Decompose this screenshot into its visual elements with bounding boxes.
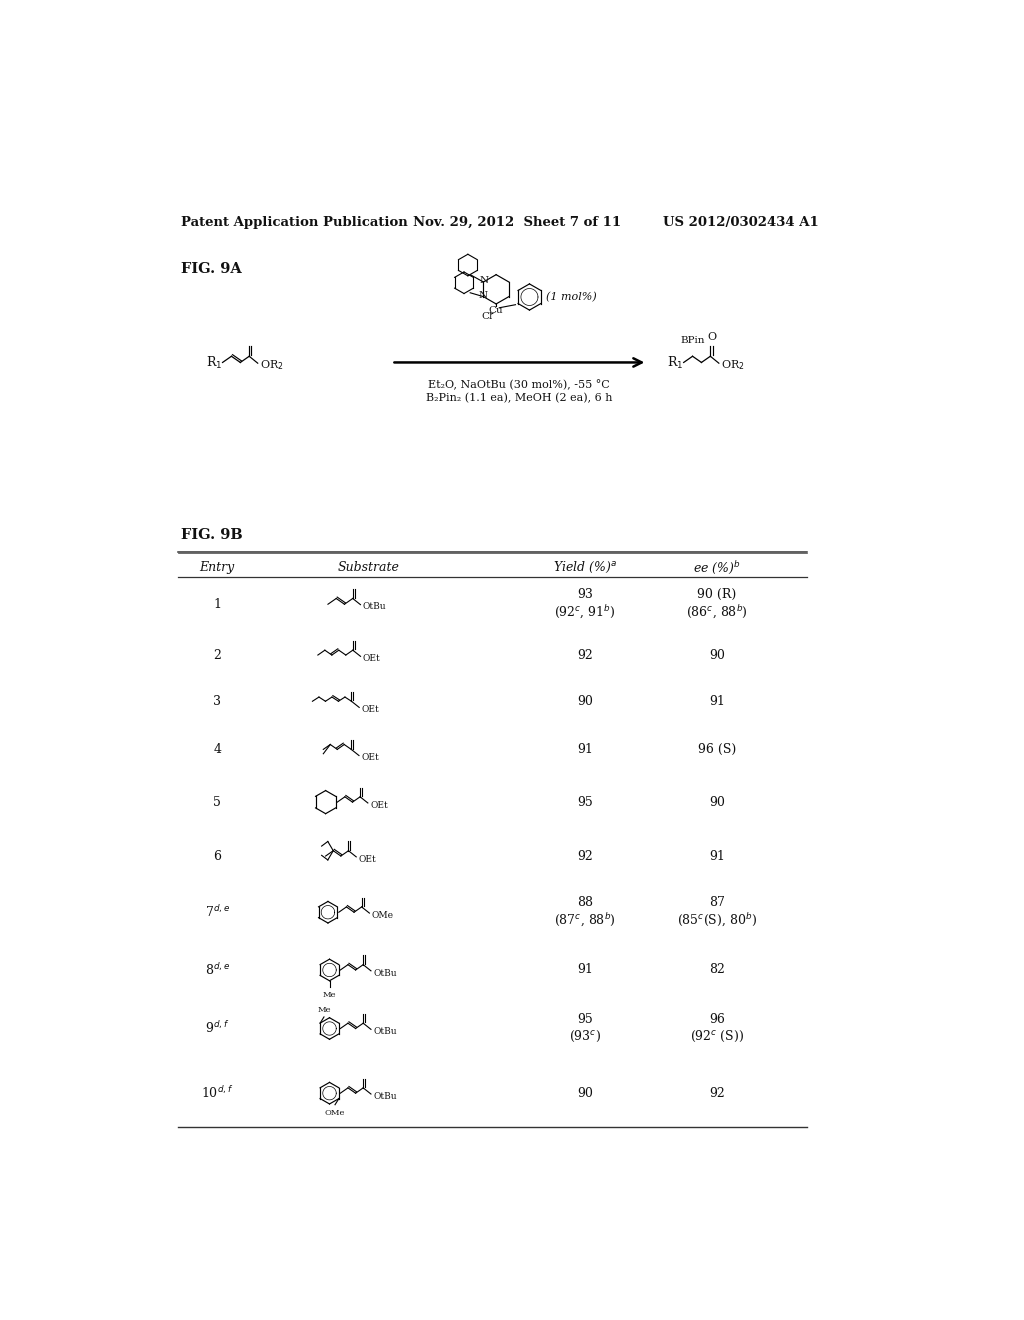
Text: Entry: Entry: [200, 561, 234, 574]
Text: N: N: [478, 290, 487, 300]
Text: 95
(93$^c$): 95 (93$^c$): [569, 1014, 601, 1044]
Text: Me: Me: [323, 991, 336, 999]
Text: 87
(85$^c$(S), 80$^b$): 87 (85$^c$(S), 80$^b$): [677, 896, 757, 929]
Text: OEt: OEt: [362, 655, 381, 663]
Text: OEt: OEt: [358, 854, 376, 863]
Text: 90 (R)
(86$^c$, 88$^b$): 90 (R) (86$^c$, 88$^b$): [686, 587, 748, 620]
Text: 8$^{d,e}$: 8$^{d,e}$: [205, 962, 229, 978]
Text: 91: 91: [578, 964, 593, 977]
Text: OEt: OEt: [361, 705, 379, 714]
Text: OMe: OMe: [325, 1109, 345, 1117]
Text: 92: 92: [710, 1086, 725, 1100]
Text: 91: 91: [578, 743, 593, 756]
Text: 90: 90: [709, 648, 725, 661]
Text: R$_1$: R$_1$: [667, 354, 683, 371]
Text: 9$^{d,f}$: 9$^{d,f}$: [205, 1020, 229, 1036]
Text: 10$^{d,f}$: 10$^{d,f}$: [201, 1085, 233, 1101]
Text: (1 mol%): (1 mol%): [547, 292, 597, 302]
Text: FIG. 9B: FIG. 9B: [180, 528, 243, 543]
Text: R$_1$: R$_1$: [206, 354, 222, 371]
Text: 2: 2: [213, 648, 221, 661]
Text: US 2012/0302434 A1: US 2012/0302434 A1: [663, 216, 818, 230]
Text: Patent Application Publication: Patent Application Publication: [180, 216, 408, 230]
Text: 95: 95: [578, 796, 593, 809]
Text: OR$_2$: OR$_2$: [721, 359, 744, 372]
Text: FIG. 9A: FIG. 9A: [180, 263, 242, 276]
Text: 92: 92: [578, 648, 593, 661]
Text: 5: 5: [213, 796, 221, 809]
Text: Cl: Cl: [481, 312, 493, 321]
Text: OR$_2$: OR$_2$: [260, 359, 284, 372]
Text: 7$^{d,e}$: 7$^{d,e}$: [205, 904, 229, 920]
Text: 82: 82: [709, 964, 725, 977]
Text: 3: 3: [213, 694, 221, 708]
Text: B₂Pin₂ (1.1 ea), MeOH (2 ea), 6 h: B₂Pin₂ (1.1 ea), MeOH (2 ea), 6 h: [426, 393, 612, 404]
Text: Yield (%)$^a$: Yield (%)$^a$: [553, 560, 617, 574]
Text: 90: 90: [578, 694, 593, 708]
Text: 93
(92$^c$, 91$^b$): 93 (92$^c$, 91$^b$): [554, 587, 616, 620]
Text: Nov. 29, 2012  Sheet 7 of 11: Nov. 29, 2012 Sheet 7 of 11: [414, 216, 622, 230]
Text: OtBu: OtBu: [362, 602, 386, 611]
Text: 6: 6: [213, 850, 221, 862]
Text: OtBu: OtBu: [374, 1027, 397, 1036]
Text: Cu: Cu: [488, 306, 504, 314]
Text: 4: 4: [213, 743, 221, 756]
Text: 91: 91: [709, 850, 725, 862]
Text: OEt: OEt: [361, 754, 379, 763]
Text: 1: 1: [213, 598, 221, 611]
Text: OEt: OEt: [371, 801, 388, 809]
Text: 92: 92: [578, 850, 593, 862]
Text: BPin: BPin: [680, 337, 705, 346]
Text: Substrate: Substrate: [337, 561, 399, 574]
Text: 96 (S): 96 (S): [698, 743, 736, 756]
Text: OtBu: OtBu: [374, 1092, 397, 1101]
Text: N: N: [479, 276, 488, 285]
Text: ee (%)$^b$: ee (%)$^b$: [693, 558, 740, 576]
Text: 90: 90: [578, 1086, 593, 1100]
Text: O: O: [707, 333, 716, 342]
Text: 90: 90: [709, 796, 725, 809]
Text: Et₂O, NaOtBu (30 mol%), -55 °C: Et₂O, NaOtBu (30 mol%), -55 °C: [428, 379, 610, 389]
Text: Me: Me: [317, 1006, 331, 1014]
Text: 91: 91: [709, 694, 725, 708]
Text: 96
(92$^c$ (S)): 96 (92$^c$ (S)): [690, 1014, 744, 1044]
Text: 88
(87$^c$, 88$^b$): 88 (87$^c$, 88$^b$): [554, 896, 616, 929]
Text: OMe: OMe: [372, 911, 394, 920]
Text: OtBu: OtBu: [374, 969, 397, 978]
